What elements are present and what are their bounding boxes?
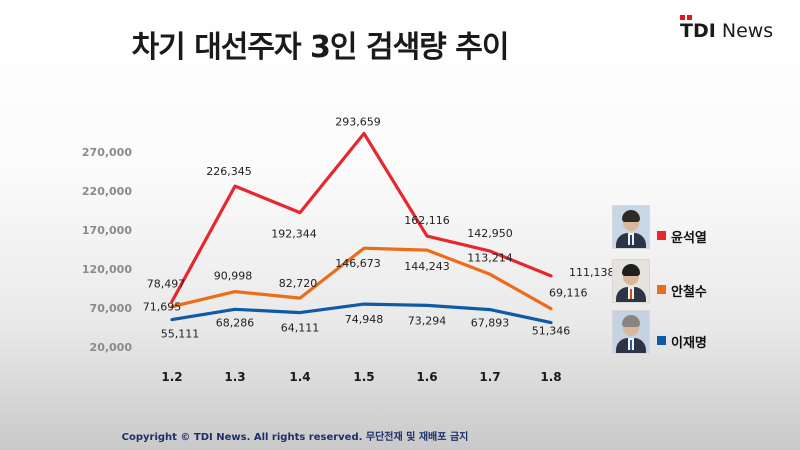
series-line-1 xyxy=(170,246,553,311)
logo-suffix: News xyxy=(721,20,774,42)
legend-swatch-blue xyxy=(657,336,666,345)
series-line-2 xyxy=(170,302,553,325)
y-tick-label: 20,000 xyxy=(90,341,133,354)
legend-item-ahn: 안철수 xyxy=(612,259,792,303)
logo-brand: TDI xyxy=(680,20,716,42)
x-tick-label: 1.2 xyxy=(161,370,182,384)
data-label: 144,243 xyxy=(404,260,450,273)
data-label: 226,345 xyxy=(206,165,252,178)
series-line-0 xyxy=(170,131,553,303)
data-label: 146,673 xyxy=(335,257,381,270)
x-tick-label: 1.6 xyxy=(416,370,437,384)
data-label: 78,497 xyxy=(147,277,186,290)
lee-portrait-icon xyxy=(612,310,650,354)
x-tick-label: 1.3 xyxy=(224,370,245,384)
legend-label: 안철수 xyxy=(671,285,707,300)
legend-swatch-red xyxy=(657,231,666,240)
tdi-news-logo: TDI News xyxy=(676,12,788,46)
x-tick-label: 1.8 xyxy=(540,370,561,384)
data-label: 293,659 xyxy=(335,116,381,129)
data-label: 51,346 xyxy=(532,325,571,338)
logo-text: TDI News xyxy=(680,20,773,42)
data-label: 192,344 xyxy=(271,228,317,241)
x-tick-label: 1.5 xyxy=(353,370,374,384)
data-label: 64,111 xyxy=(281,322,320,335)
y-tick-label: 220,000 xyxy=(82,185,132,198)
data-label: 68,286 xyxy=(216,316,255,329)
ahn-portrait-icon xyxy=(612,259,650,303)
data-label: 74,948 xyxy=(345,313,384,326)
legend-label: 이재명 xyxy=(671,336,707,351)
data-label: 69,116 xyxy=(549,287,588,300)
data-label: 55,111 xyxy=(161,328,200,341)
yoon-portrait-icon xyxy=(612,205,650,249)
data-label: 90,998 xyxy=(214,270,253,283)
data-label: 82,720 xyxy=(279,277,318,290)
data-label: 67,893 xyxy=(471,317,510,330)
x-tick-label: 1.7 xyxy=(479,370,500,384)
legend-label: 윤석열 xyxy=(671,231,707,246)
chart-title: 차기 대선주자 3인 검색량 추이 xyxy=(131,30,510,65)
x-tick-label: 1.4 xyxy=(289,370,310,384)
data-label: 73,294 xyxy=(408,314,447,327)
y-tick-label: 120,000 xyxy=(82,263,132,276)
y-tick-label: 270,000 xyxy=(82,146,132,159)
data-label: 111,138 xyxy=(569,266,615,279)
legend-swatch-orange xyxy=(657,285,666,294)
data-label: 162,116 xyxy=(404,214,450,227)
legend-item-lee: 이재명 xyxy=(612,310,792,354)
data-label: 142,950 xyxy=(467,227,513,240)
data-label: 71,695 xyxy=(143,301,182,314)
copyright-notice: Copyright © TDI News. All rights reserve… xyxy=(121,432,469,443)
legend-item-yoon: 윤석열 xyxy=(612,205,792,249)
y-tick-label: 170,000 xyxy=(82,224,132,237)
data-label: 113,214 xyxy=(467,251,513,264)
y-tick-label: 70,000 xyxy=(90,302,133,315)
